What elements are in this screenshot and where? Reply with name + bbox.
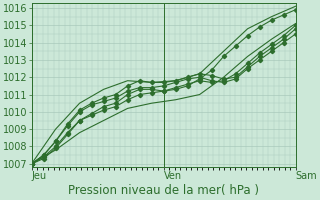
X-axis label: Pression niveau de la mer( hPa ): Pression niveau de la mer( hPa ) <box>68 184 259 197</box>
